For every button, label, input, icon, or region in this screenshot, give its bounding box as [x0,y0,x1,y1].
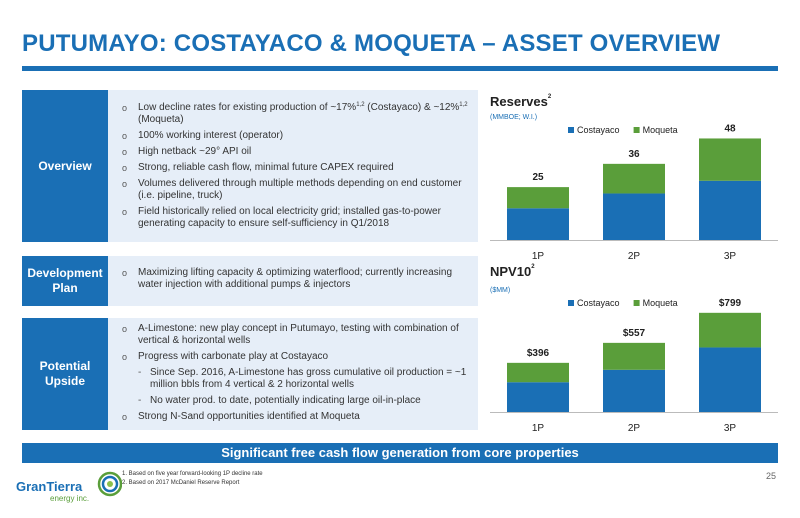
development-bullets: Maximizing lifting capacity & optimizing… [108,256,478,306]
bar-moqueta-1P [507,362,569,383]
bar-moqueta-2P [603,342,665,370]
total-label-1P: $396 [527,348,550,359]
bar-moqueta-2P [603,163,665,194]
total-label-3P: 48 [724,123,736,134]
bar-moqueta-3P [699,312,761,348]
bar-costayaco-3P [699,347,761,412]
reserves-chart-title: Reserves2 [490,94,552,109]
bullet-item: A-Limestone: new play concept in Putumay… [122,323,472,347]
development-row: Development Plan Maximizing lifting capa… [22,256,478,306]
bullet-item: Maximizing lifting capacity & optimizing… [122,267,472,291]
bullet-item: Progress with carbonate play at Costayac… [122,351,472,363]
bullet-item: High netback ~29° API oil [122,146,472,158]
reserves-chart-unit: (MMBOE; W.I.) [490,114,538,121]
total-label-2P: 36 [628,149,640,160]
bullet-item: Volumes delivered through multiple metho… [122,178,472,202]
page-number: 25 [765,471,776,481]
row-label-overview: Overview [22,90,108,242]
bar-moqueta-3P [699,138,761,181]
legend-label-moqueta: Moqueta [643,125,678,135]
footnote-2: 2. Based on 2017 McDaniel Reserve Report [122,480,240,486]
bar-moqueta-1P [507,187,569,209]
legend-label-costayaco: Costayaco [577,298,620,308]
x-tick-label-3P: 3P [724,423,737,434]
logo-tagline: energy inc. [50,494,89,503]
page-title: PUTUMAYO: COSTAYACO & MOQUETA – ASSET OV… [22,30,721,57]
overview-row: Overview Low decline rates for existing … [22,90,478,242]
bullet-item: Low decline rates for existing productio… [122,102,472,126]
reserves-chart: Costayaco Moqueta 25 1P 36 2P 48 3P [490,123,778,262]
x-tick-label-3P: 3P [724,251,737,262]
x-tick-label-2P: 2P [628,423,641,434]
upside-bullets: A-Limestone: new play concept in Putumay… [108,318,478,430]
upside-row: Potential Upside A-Limestone: new play c… [22,318,478,430]
bullet-item: Field historically relied on local elect… [122,206,472,230]
overview-bullets: Low decline rates for existing productio… [108,90,478,242]
footnote-1: 1. Based on five year forward-looking 1P… [122,471,263,477]
legend-label-moqueta: Moqueta [643,298,678,308]
npv10-chart-title: NPV102 [490,264,535,279]
legend-swatch-moqueta [633,300,640,306]
bullet-item: 100% working interest (operator) [122,130,472,142]
x-tick-label-1P: 1P [532,251,545,262]
title-rule [22,66,778,71]
npv10-chart: Costayaco Moqueta $396 1P $557 2P $799 3P [490,298,778,434]
row-label-upside: Potential Upside [22,318,108,430]
logo-name: GranTierra [16,479,83,494]
bar-costayaco-3P [699,180,761,240]
bar-costayaco-1P [507,382,569,412]
total-label-2P: $557 [623,328,646,339]
legend-swatch-costayaco [568,127,574,133]
row-label-development: Development Plan [22,256,108,306]
footnotes: 1. Based on five year forward-looking 1P… [122,470,263,488]
bar-costayaco-2P [603,193,665,240]
total-label-3P: $799 [719,298,742,309]
npv10-chart-unit: ($MM) [490,287,511,294]
total-label-1P: 25 [532,172,544,183]
summary-banner: Significant free cash flow generation fr… [22,443,778,463]
sub-bullet-item: Since Sep. 2016, A-Limestone has gross c… [122,367,472,391]
legend-swatch-moqueta [633,127,640,133]
legend-swatch-costayaco [568,300,574,306]
bullet-item: Strong N-Sand opportunities identified a… [122,411,472,423]
sub-bullet-item: No water prod. to date, potentially indi… [122,395,472,407]
legend-label-costayaco: Costayaco [577,125,620,135]
bar-costayaco-2P [603,369,665,412]
x-tick-label-2P: 2P [628,251,641,262]
bullet-item: Strong, reliable cash flow, minimal futu… [122,162,472,174]
x-tick-label-1P: 1P [532,423,545,434]
gran-tierra-logo: GranTierra energy inc. [14,466,123,506]
bar-costayaco-1P [507,208,569,240]
